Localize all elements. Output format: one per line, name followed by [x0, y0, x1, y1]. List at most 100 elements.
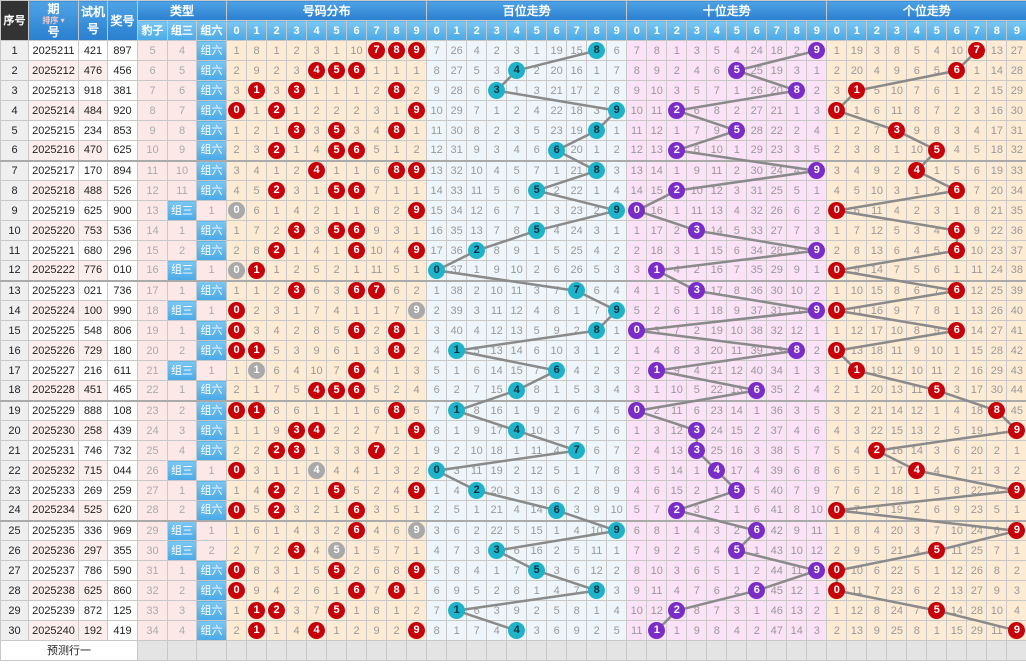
bai-cell: 4 — [546, 580, 568, 601]
predict-cell[interactable] — [746, 640, 768, 661]
predict-cell[interactable] — [137, 640, 168, 661]
shi-cell: 9 — [806, 300, 828, 321]
predict-cell[interactable] — [386, 640, 408, 661]
predict-cell[interactable] — [226, 640, 248, 661]
shi-cell: 23 — [706, 400, 728, 421]
shi-cell: 13 — [726, 380, 748, 402]
bai-cell: 17 — [426, 240, 448, 261]
predict-cell[interactable] — [167, 640, 197, 661]
dist-cell: 1 — [406, 500, 428, 522]
bai-cell: 5 — [466, 580, 488, 601]
ge-cell: 8 — [986, 400, 1008, 421]
predict-cell[interactable] — [406, 640, 428, 661]
dist-ball: 3 — [288, 82, 306, 100]
bai-cell: 8 — [586, 120, 608, 141]
dist-ball: 4 — [308, 62, 326, 80]
dist-cell: 1 — [346, 400, 368, 421]
row-draw-number: 736 — [107, 280, 138, 301]
predict-cell[interactable] — [866, 640, 888, 661]
dist-cell: 6 — [346, 360, 368, 381]
bai-cell: 10 — [526, 420, 548, 441]
predict-cell[interactable] — [806, 640, 828, 661]
shi-cell: 6 — [706, 580, 728, 601]
ge-cell: 30 — [1006, 100, 1026, 121]
predict-cell[interactable] — [266, 640, 288, 661]
dist-ball: 5 — [328, 122, 346, 140]
predict-cell[interactable] — [566, 640, 588, 661]
predict-cell[interactable] — [446, 640, 468, 661]
predict-cell[interactable] — [766, 640, 788, 661]
dist-cell: 2 — [286, 40, 308, 61]
bai-cell: 8 — [586, 40, 608, 61]
shi-ball: 3 — [688, 422, 706, 440]
bai-cell: 7 — [506, 560, 528, 581]
predict-cell[interactable] — [546, 640, 568, 661]
ge-cell: 31 — [1006, 120, 1026, 141]
predict-cell[interactable] — [906, 640, 928, 661]
header-issue[interactable]: 期 排序 ▾ 号 — [28, 0, 79, 41]
dist-cell: 6 — [346, 240, 368, 261]
predict-cell[interactable] — [646, 640, 668, 661]
dist-cell: 1 — [346, 300, 368, 321]
predict-cell[interactable] — [366, 640, 388, 661]
predict-cell[interactable] — [986, 640, 1008, 661]
row-test-number: 729 — [78, 340, 108, 361]
predict-cell[interactable] — [826, 640, 848, 661]
predict-cell[interactable] — [726, 640, 748, 661]
dist-ball: 1 — [248, 82, 266, 100]
ge-ball: 9 — [1008, 522, 1026, 540]
shi-cell: 2 — [626, 440, 648, 461]
dist-cell: 2 — [266, 220, 288, 241]
predict-cell[interactable] — [706, 640, 728, 661]
bai-cell: 1 — [446, 340, 468, 361]
ge-cell: 13 — [966, 300, 988, 321]
predict-cell[interactable] — [946, 640, 968, 661]
predict-cell[interactable] — [246, 640, 268, 661]
dist-cell: 1 — [386, 140, 408, 162]
bai-cell: 1 — [546, 160, 568, 181]
predict-cell[interactable] — [886, 640, 908, 661]
predict-cell[interactable] — [466, 640, 488, 661]
bai-cell: 4 — [506, 380, 528, 402]
predict-cell[interactable] — [666, 640, 688, 661]
predict-cell[interactable] — [195, 640, 228, 661]
predict-cell[interactable] — [306, 640, 328, 661]
bai-cell: 1 — [606, 120, 628, 141]
row-seq: 27 — [0, 560, 29, 581]
predict-cell[interactable] — [286, 640, 308, 661]
predict-row: 预测行一 — [0, 640, 1026, 661]
predict-cell[interactable] — [1006, 640, 1026, 661]
predict-cell[interactable] — [846, 640, 868, 661]
shi-cell: 4 — [706, 540, 728, 561]
sort-icon[interactable]: 排序 ▾ — [42, 16, 65, 25]
header-shi-digit: 9 — [806, 20, 828, 41]
bai-cell: 3 — [506, 40, 528, 61]
predict-cell[interactable] — [686, 640, 708, 661]
predict-cell[interactable] — [326, 640, 348, 661]
predict-cell[interactable] — [486, 640, 508, 661]
predict-cell[interactable] — [626, 640, 648, 661]
predict-cell[interactable] — [586, 640, 608, 661]
predict-cell[interactable] — [606, 640, 628, 661]
shi-cell: 7 — [626, 40, 648, 61]
bai-cell: 1 — [566, 300, 588, 321]
dist-cell: 6 — [346, 500, 368, 522]
bai-cell: 5 — [526, 220, 548, 241]
predict-cell[interactable] — [346, 640, 368, 661]
table-row: 27 2025237 786 590 31 1 组六 0 8 3 1 5 5 2 6 8 9 5 8 4 1 7 5 3 6 12… — [0, 560, 1026, 581]
predict-cell[interactable] — [926, 640, 948, 661]
bai-cell: 2 — [606, 340, 628, 361]
predict-cell[interactable] — [506, 640, 528, 661]
bai-cell: 5 — [566, 540, 588, 561]
predict-cell[interactable] — [966, 640, 988, 661]
shi-cell: 9 — [646, 60, 668, 81]
predict-cell[interactable] — [786, 640, 808, 661]
shi-cell: 11 — [646, 100, 668, 121]
predict-cell[interactable] — [426, 640, 448, 661]
bai-cell: 1 — [546, 520, 568, 541]
predict-cell[interactable] — [526, 640, 548, 661]
shi-cell: 5 — [726, 480, 748, 501]
shi-cell: 0 — [626, 200, 648, 221]
table-row: 14 2025224 100 990 18 组三 1 0 2 3 1 7 4 1 1 7 9 2 39 3 11 12 4 8… — [0, 300, 1026, 321]
shi-cell: 2 — [686, 480, 708, 501]
